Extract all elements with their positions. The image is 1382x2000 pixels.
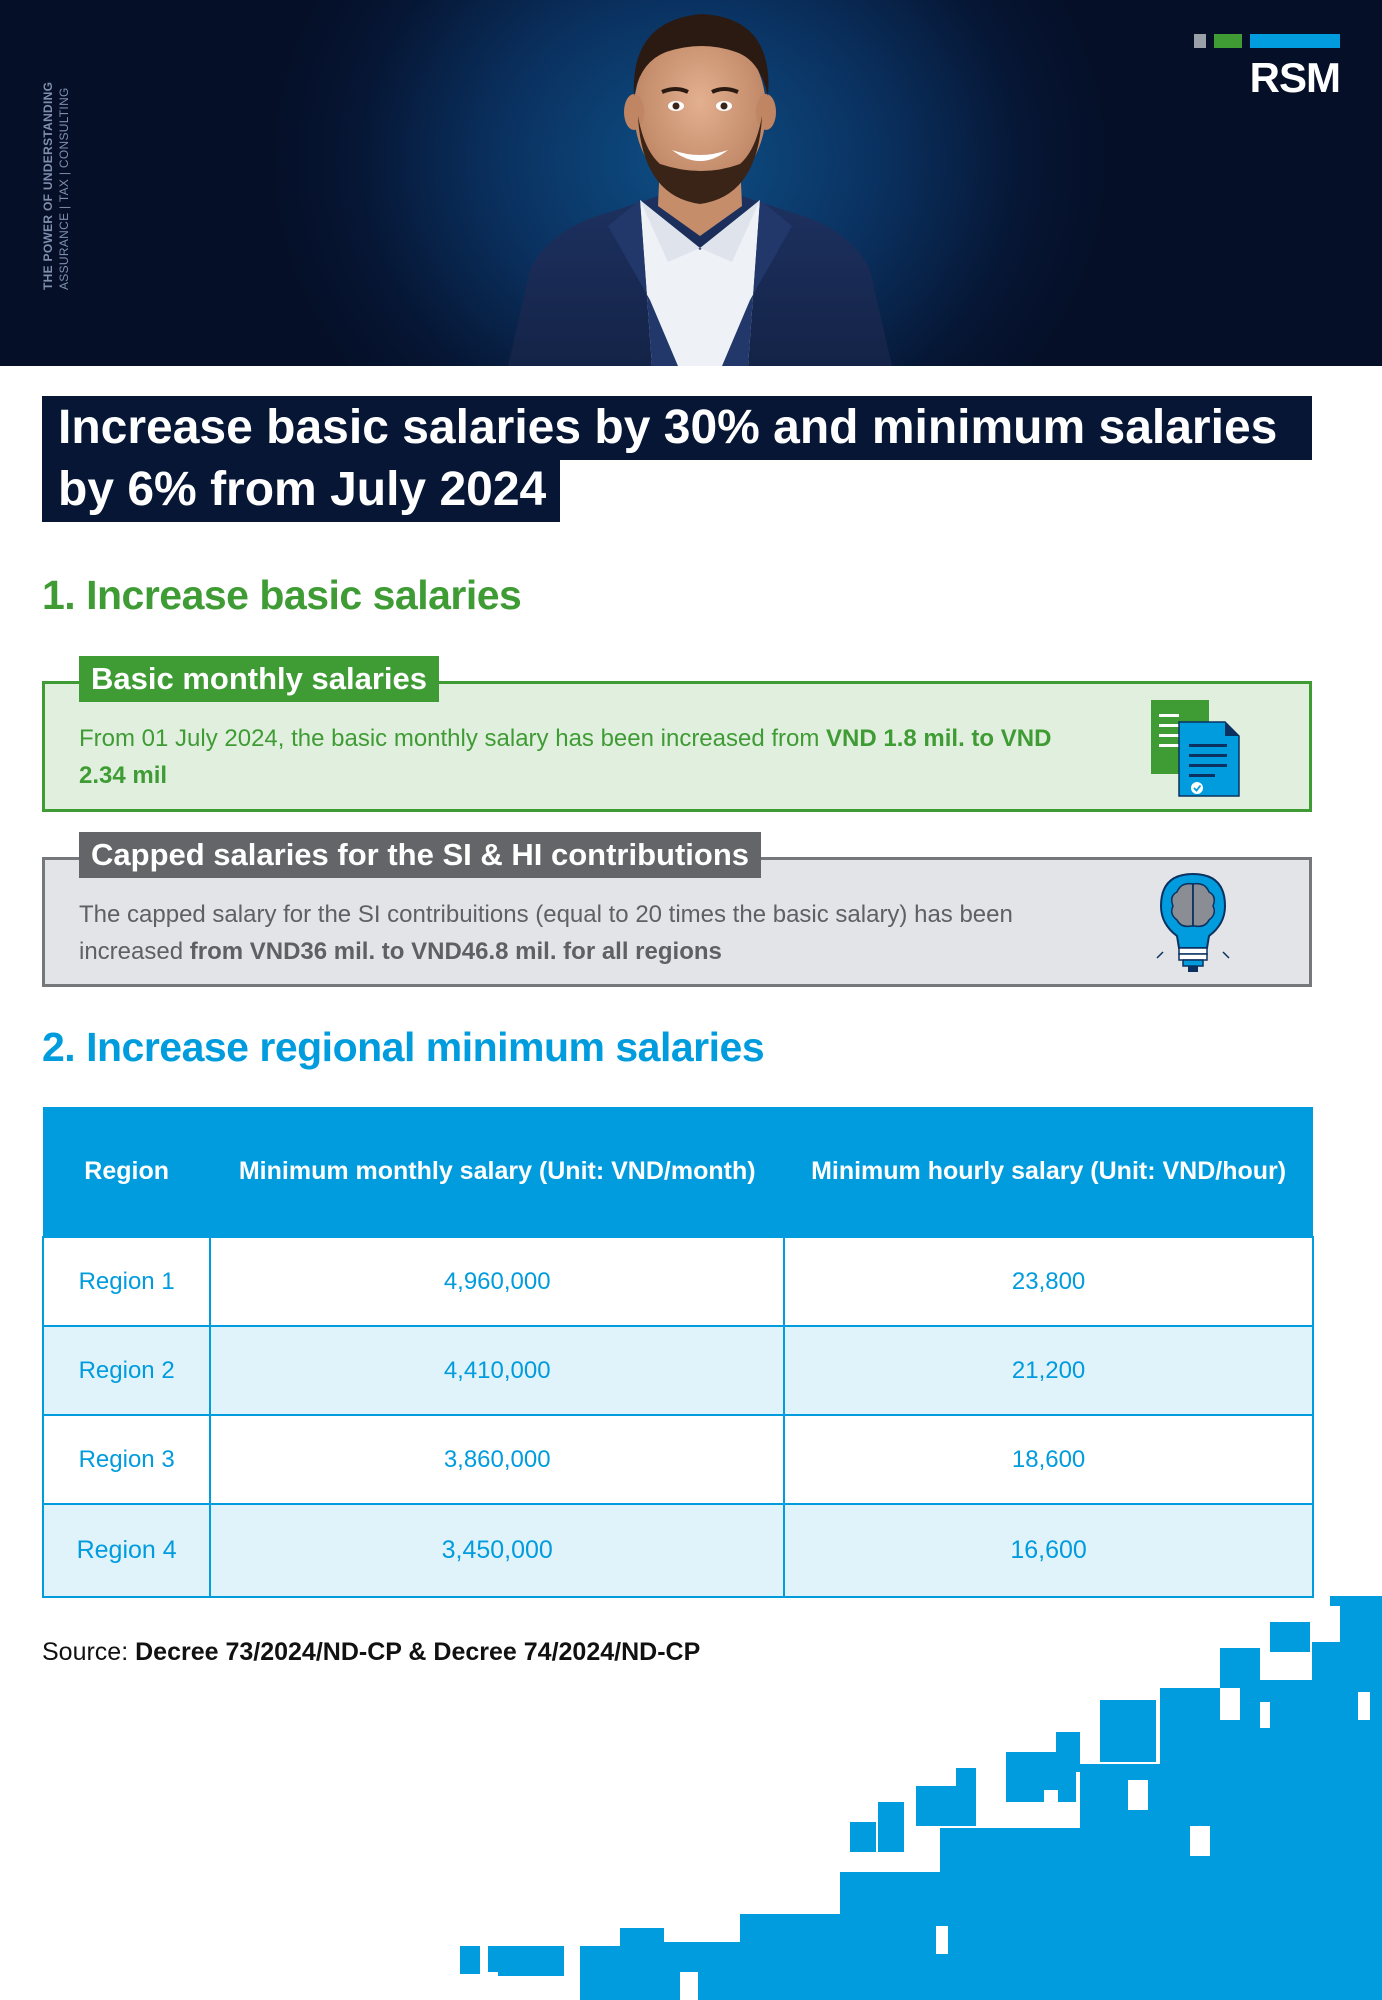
region-cell: Region 2 — [41, 1325, 212, 1416]
logo-text: RSM — [1249, 54, 1341, 101]
table-row: Region 3 3,860,000 18,600 — [41, 1414, 1314, 1505]
tagline-line-1: THE POWER OF UNDERSTANDING — [41, 81, 55, 290]
logo-bar-grey — [1194, 34, 1206, 48]
hourly-cell: 16,600 — [783, 1503, 1314, 1598]
basic-salary-text: From 01 July 2024, the basic monthly sal… — [79, 720, 1099, 794]
table-header-row: Region Minimum monthly salary (Unit: VND… — [43, 1107, 1313, 1237]
title-line-1: Increase basic salaries by 30% and minim… — [42, 396, 1312, 460]
title-line-2: by 6% from July 2024 — [42, 458, 561, 522]
documents-icon — [1151, 700, 1240, 797]
header-hourly: Minimum hourly salary (Unit: VND/hour) — [784, 1107, 1313, 1237]
capped-salary-label: Capped salaries for the SI & HI contribu… — [79, 832, 761, 878]
region-cell: Region 4 — [41, 1503, 212, 1598]
region-cell: Region 1 — [41, 1236, 212, 1327]
section-2-heading: 2. Increase regional minimum salaries — [42, 1024, 765, 1070]
table-row: Region 2 4,410,000 21,200 — [41, 1325, 1314, 1416]
basic-salary-text-prefix: From 01 July 2024, the basic monthly sal… — [79, 725, 827, 752]
source-note: Source: Decree 73/2024/ND-CP & Decree 74… — [42, 1638, 700, 1667]
logo-bar-green — [1214, 34, 1242, 48]
tagline: THE POWER OF UNDERSTANDING ASSURANCE | T… — [40, 82, 72, 290]
hero-banner: THE POWER OF UNDERSTANDING ASSURANCE | T… — [0, 0, 1382, 366]
basic-salary-text-bold: VND 1.8 mil. to VND 2.34 mil — [79, 725, 1052, 789]
header-monthly: Minimum monthly salary (Unit: VND/month) — [210, 1107, 785, 1237]
rsm-logo: RSM — [1190, 34, 1341, 104]
capped-salary-card: Capped salaries for the SI & HI contribu… — [42, 832, 1312, 987]
basic-salary-label: Basic monthly salaries — [79, 656, 439, 702]
region-cell: Region 3 — [41, 1414, 212, 1505]
capped-salary-text: The capped salary for the SI contribuiti… — [79, 896, 1099, 970]
table-row: Region 4 3,450,000 16,600 — [41, 1503, 1314, 1598]
hourly-cell: 23,800 — [783, 1236, 1314, 1327]
source-label: Source: — [42, 1638, 136, 1666]
monthly-cell: 3,860,000 — [209, 1414, 786, 1505]
pixel-staircase-decoration — [460, 1596, 1382, 2000]
monthly-cell: 4,410,000 — [209, 1325, 786, 1416]
capped-salary-text-prefix: The capped salary for the SI contribuiti… — [79, 901, 1013, 965]
page-title: Increase basic salaries by 30% and minim… — [42, 396, 1314, 522]
lightbulb-brain-icon — [1156, 872, 1230, 972]
monthly-cell: 4,960,000 — [209, 1236, 786, 1327]
section-1-heading: 1. Increase basic salaries — [42, 572, 522, 618]
table-row: Region 1 4,960,000 23,800 — [41, 1236, 1314, 1327]
tagline-line-2: ASSURANCE | TAX | CONSULTING — [57, 87, 71, 290]
businessman-photo — [508, 14, 892, 366]
header-region: Region — [43, 1107, 211, 1237]
hourly-cell: 18,600 — [783, 1414, 1314, 1505]
source-value: Decree 73/2024/ND-CP & Decree 74/2024/ND… — [135, 1638, 701, 1666]
hourly-cell: 21,200 — [783, 1325, 1314, 1416]
capped-salary-text-bold: from VND36 mil. to VND46.8 mil. for all … — [189, 938, 722, 965]
monthly-cell: 3,450,000 — [209, 1503, 786, 1598]
logo-bar-blue — [1250, 34, 1340, 48]
basic-salary-card: Basic monthly salaries From 01 July 2024… — [42, 656, 1312, 812]
minimum-salary-table: Region Minimum monthly salary (Unit: VND… — [41, 1107, 1314, 1598]
